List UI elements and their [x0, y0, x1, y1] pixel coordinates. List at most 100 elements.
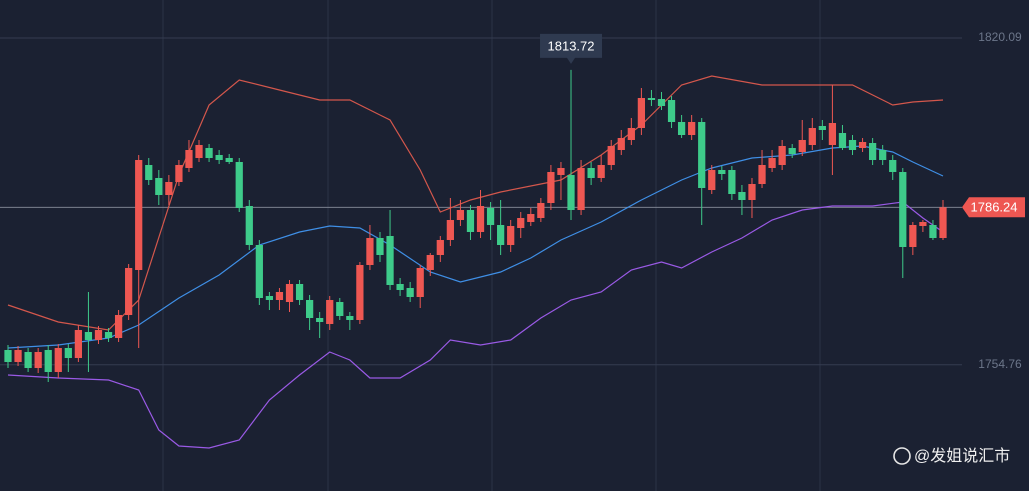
candle-body	[768, 158, 776, 168]
candle-body	[828, 123, 837, 145]
candle-body	[637, 98, 646, 128]
candle-body	[215, 155, 223, 160]
candle-body	[376, 238, 384, 255]
candle-body	[4, 350, 12, 362]
candle-body	[507, 226, 515, 245]
candle-body	[245, 206, 253, 245]
candle-body	[547, 172, 555, 203]
candle-body	[778, 146, 786, 165]
vertical-grid	[162, 0, 821, 491]
candle-body	[205, 148, 213, 158]
candle-body	[879, 150, 887, 160]
candle-body	[647, 98, 656, 100]
candle-body	[808, 128, 816, 145]
candle-body	[386, 236, 394, 285]
candle-body	[929, 225, 937, 238]
candle-body	[788, 148, 796, 154]
max-tag-bg	[540, 33, 603, 64]
candle-body	[265, 296, 274, 300]
candle-body	[627, 128, 635, 140]
max-tag: 1813.72	[548, 38, 595, 53]
candle-body	[114, 315, 123, 338]
candle-body	[577, 168, 585, 210]
candle-body	[497, 225, 505, 245]
candle-body	[698, 122, 706, 188]
candle-body	[346, 316, 354, 320]
candle-body	[617, 138, 625, 150]
watermark: @发姐说汇市	[893, 447, 1010, 465]
candle-body	[919, 222, 927, 226]
band-line	[7, 201, 944, 449]
candle-body	[899, 172, 907, 247]
candle-body	[84, 332, 93, 340]
candle-body	[798, 140, 806, 152]
candle-body	[939, 207, 947, 238]
candle-body	[54, 348, 62, 372]
candle-body	[436, 240, 444, 255]
candle-body	[708, 170, 716, 190]
bands	[7, 75, 944, 449]
band-line	[7, 75, 944, 331]
candle-body	[848, 140, 857, 150]
candle-body	[135, 160, 143, 270]
watermark-icon	[893, 447, 911, 465]
candle-body	[195, 145, 203, 158]
candle-body	[285, 284, 294, 302]
candle-body	[738, 192, 746, 200]
candle-body	[406, 288, 414, 297]
candle-body	[688, 122, 696, 135]
candle-body	[94, 330, 103, 340]
last-price-tag: 1786.24	[971, 200, 1018, 215]
candle-body	[537, 203, 545, 218]
candle-body	[718, 170, 726, 174]
candle-body	[165, 182, 173, 195]
candle-body	[125, 268, 133, 315]
candle-body	[858, 142, 867, 148]
candle-body	[456, 210, 465, 220]
candle-body	[326, 300, 334, 324]
candle-body	[295, 284, 304, 300]
candle-body	[758, 165, 766, 184]
candle-body	[426, 255, 434, 270]
candle-body	[74, 330, 82, 358]
candle-body	[14, 350, 22, 362]
last-price-tag-bg	[962, 197, 1025, 218]
candle-body	[255, 245, 263, 298]
candle-body	[446, 220, 454, 240]
watermark-text: @发姐说汇市	[914, 447, 1010, 465]
candle-body	[155, 178, 163, 195]
candle-body	[517, 218, 525, 228]
candle-body	[225, 158, 233, 162]
candle-body	[677, 122, 686, 135]
candle-body	[657, 99, 666, 106]
candle-body	[476, 206, 485, 232]
candle-body	[486, 208, 495, 225]
candle-body	[909, 225, 917, 247]
candle-body	[607, 146, 615, 165]
candle-body	[818, 126, 826, 130]
candle-body	[336, 302, 344, 316]
candle-body	[64, 348, 72, 358]
candle-body	[175, 165, 183, 182]
candle-body	[748, 184, 756, 200]
candle-body	[567, 175, 575, 210]
candle-body	[356, 265, 364, 320]
y-tick-label: 1754.76	[978, 357, 1022, 371]
candle-body	[889, 160, 897, 172]
candle-body	[305, 300, 314, 318]
candle-body	[416, 268, 424, 297]
candle-body	[667, 100, 676, 122]
candle-body	[24, 352, 32, 368]
band-line	[7, 145, 944, 349]
candle-body	[185, 150, 193, 168]
candle-body	[597, 165, 605, 178]
candle-body	[396, 284, 404, 290]
candle-body	[466, 210, 475, 232]
candles	[4, 69, 947, 382]
candle-body	[869, 143, 877, 160]
candle-body	[728, 170, 736, 194]
candle-body	[145, 165, 153, 180]
